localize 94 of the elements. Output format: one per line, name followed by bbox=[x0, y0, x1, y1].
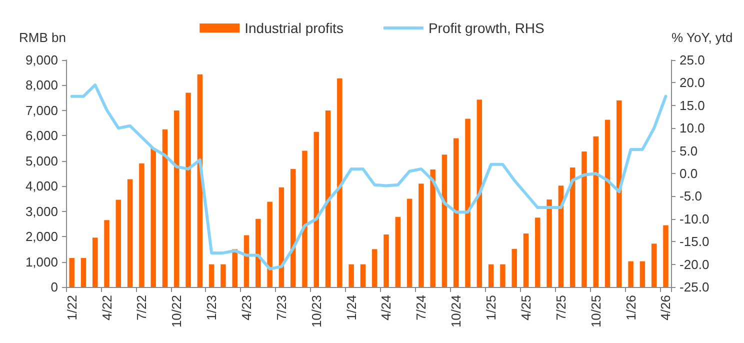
x-tick-label: 10/22 bbox=[169, 295, 184, 328]
bar bbox=[302, 150, 308, 287]
bar bbox=[488, 264, 494, 287]
bar bbox=[150, 148, 156, 287]
bar bbox=[80, 258, 86, 287]
y2-tick-label: -20.0 bbox=[680, 256, 710, 272]
y-tick-label: 5,000 bbox=[25, 153, 58, 168]
bar bbox=[523, 234, 529, 287]
bar bbox=[582, 152, 587, 287]
bar bbox=[616, 100, 622, 287]
x-tick-label: 7/25 bbox=[553, 295, 568, 320]
y-tick-label: 9,000 bbox=[25, 52, 58, 68]
y2-tick-label: 5.0 bbox=[680, 143, 698, 158]
legend-label: Industrial profits bbox=[244, 20, 344, 36]
y2-tick-label: -10.0 bbox=[680, 211, 710, 226]
bar bbox=[337, 78, 342, 287]
bar bbox=[278, 187, 284, 287]
x-tick-label: 10/24 bbox=[448, 295, 464, 328]
bar bbox=[430, 169, 436, 287]
y-tick-label: 2,000 bbox=[25, 229, 58, 244]
x-tick-label: 4/22 bbox=[99, 295, 114, 320]
bar bbox=[127, 179, 133, 287]
bar bbox=[395, 216, 401, 287]
y-tick-label: 3,000 bbox=[25, 204, 58, 219]
bar bbox=[651, 244, 657, 287]
bar bbox=[372, 249, 378, 287]
bar bbox=[640, 261, 646, 287]
x-tick-label: 1/26 bbox=[623, 295, 638, 320]
bar bbox=[256, 218, 261, 287]
bar bbox=[476, 100, 482, 287]
bar bbox=[546, 199, 552, 287]
y2-tick-label: 15.0 bbox=[680, 98, 705, 113]
y2-tick-label: 10.0 bbox=[680, 120, 705, 136]
bar bbox=[442, 154, 448, 287]
bar bbox=[628, 261, 634, 287]
y-tick-label: 6,000 bbox=[25, 128, 58, 144]
bar bbox=[139, 163, 144, 287]
line-series bbox=[70, 83, 668, 270]
x-tick-label: 4/23 bbox=[239, 295, 254, 320]
y2-tick-label: 20.0 bbox=[680, 75, 705, 90]
x-tick-label: 7/23 bbox=[274, 295, 289, 320]
x-tick-label: 1/22 bbox=[64, 295, 80, 320]
bar bbox=[325, 110, 331, 287]
y-tick-label: 4,000 bbox=[25, 178, 58, 194]
bar bbox=[360, 264, 366, 287]
bar bbox=[663, 225, 668, 287]
bar bbox=[314, 132, 319, 287]
x-tick-label: 4/25 bbox=[518, 295, 534, 320]
bar bbox=[267, 202, 272, 287]
x-tick-label: 1/25 bbox=[484, 295, 499, 320]
y-axis-title: RMB bn bbox=[19, 30, 66, 45]
bar bbox=[465, 118, 470, 287]
legend-label: Profit growth, RHS bbox=[428, 20, 544, 36]
x-tick-label: 1/23 bbox=[204, 295, 220, 320]
bar bbox=[454, 138, 459, 287]
y2-tick-label: -5.0 bbox=[680, 188, 702, 204]
bar bbox=[208, 264, 214, 287]
x-tick-label: 10/23 bbox=[308, 295, 324, 328]
bar bbox=[558, 186, 564, 287]
x-tick-label: 4/24 bbox=[378, 295, 394, 320]
x-tick-label: 1/24 bbox=[344, 295, 359, 320]
bar bbox=[162, 129, 168, 287]
bar bbox=[348, 264, 354, 287]
bar bbox=[604, 120, 610, 287]
bar bbox=[69, 258, 74, 287]
y2-tick-label: -15.0 bbox=[680, 234, 710, 250]
bar bbox=[220, 264, 226, 287]
y-tick-label: 8,000 bbox=[25, 78, 58, 93]
bar bbox=[512, 248, 517, 287]
bar bbox=[570, 167, 576, 287]
bar bbox=[418, 184, 424, 287]
x-tick-label: 7/22 bbox=[134, 295, 150, 320]
bar bbox=[186, 92, 191, 287]
bar bbox=[290, 168, 296, 287]
y2-tick-label: 25.0 bbox=[680, 52, 705, 68]
x-tick-label: 7/24 bbox=[414, 295, 429, 320]
bar bbox=[384, 234, 389, 287]
bar bbox=[593, 136, 598, 287]
x-tick-label: 4/26 bbox=[658, 295, 674, 320]
x-tick-label: 10/25 bbox=[588, 295, 604, 328]
y2-tick-label: 0.0 bbox=[680, 166, 698, 181]
bar bbox=[535, 218, 540, 287]
bar bbox=[232, 249, 238, 287]
bar bbox=[92, 238, 98, 287]
bar bbox=[116, 200, 122, 287]
y-tick-label: 7,000 bbox=[25, 102, 58, 118]
y-tick-label: 1,000 bbox=[25, 254, 58, 270]
bar bbox=[500, 264, 506, 287]
y-tick-label: 0 bbox=[50, 280, 58, 294]
y2-axis-title: % YoY, ytd bbox=[672, 30, 733, 45]
y2-tick-label: -25.0 bbox=[680, 280, 710, 294]
bar bbox=[104, 220, 110, 287]
bar bbox=[174, 110, 180, 287]
bar bbox=[406, 198, 412, 287]
